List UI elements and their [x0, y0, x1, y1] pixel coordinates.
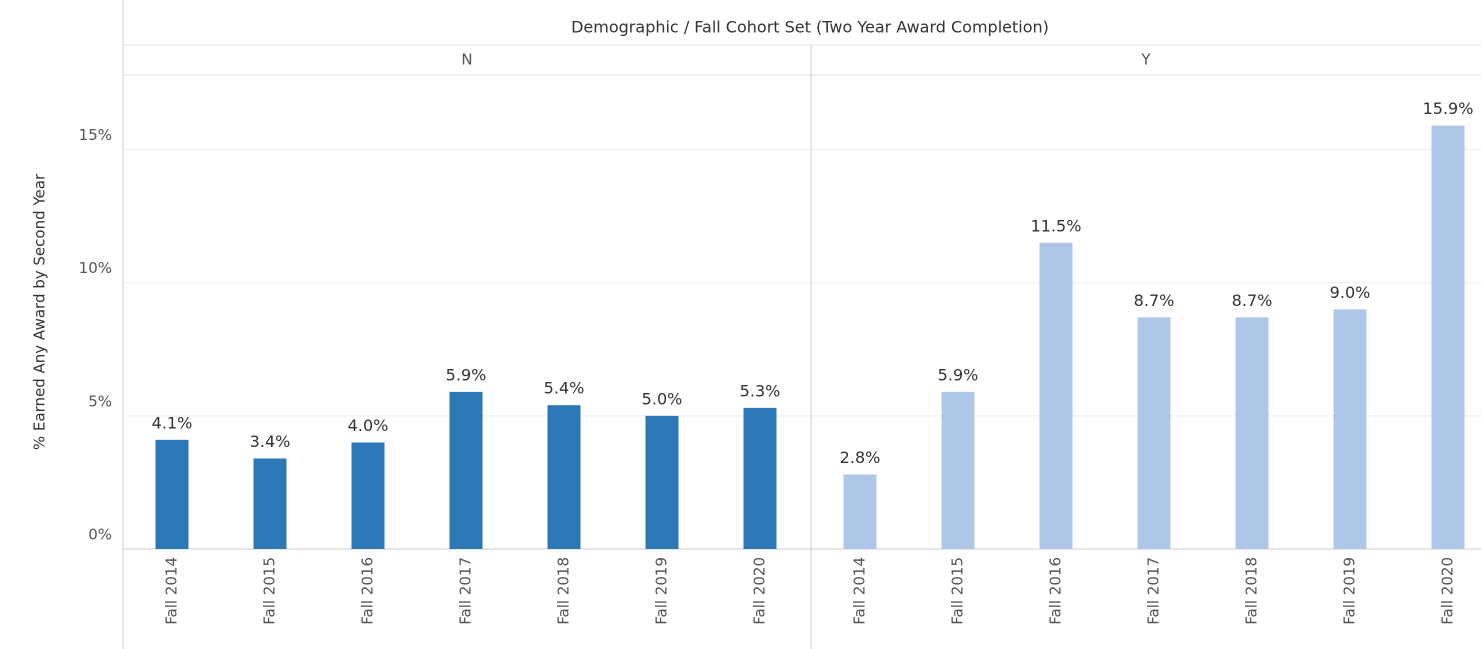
bar	[1137, 317, 1171, 549]
x-tick-label: Fall 2016	[1047, 557, 1065, 625]
value-label: 2.8%	[840, 448, 881, 467]
x-tick-label: Fall 2019	[1341, 557, 1359, 625]
bar	[351, 442, 385, 549]
x-tick-label: Fall 2017	[1145, 557, 1163, 625]
chart-title: Demographic / Fall Cohort Set (Two Year …	[571, 18, 1049, 37]
y-tick-label: 0%	[88, 526, 112, 544]
bar	[743, 407, 777, 549]
value-label: 5.4%	[544, 379, 585, 398]
y-tick-label: 15%	[79, 126, 112, 144]
bar	[155, 439, 189, 549]
bar	[843, 474, 877, 549]
value-label: 9.0%	[1330, 283, 1371, 302]
x-tick-label: Fall 2015	[949, 557, 967, 625]
bar	[449, 391, 483, 549]
x-tick-label: Fall 2018	[1243, 557, 1261, 625]
x-tick-label: Fall 2015	[261, 557, 279, 625]
x-tick-label: Fall 2018	[555, 557, 573, 625]
panel-label: N	[461, 51, 472, 69]
value-label: 11.5%	[1031, 216, 1082, 235]
value-label: 5.9%	[446, 365, 487, 384]
x-tick-label: Fall 2014	[851, 557, 869, 625]
bar	[1333, 309, 1367, 549]
x-tick-label: Fall 2016	[359, 557, 377, 625]
value-label: 5.3%	[740, 381, 781, 400]
y-axis-label: % Earned Any Award by Second Year	[31, 173, 49, 450]
x-tick-label: Fall 2020	[751, 557, 769, 625]
bar	[253, 458, 287, 549]
x-tick-label: Fall 2019	[653, 557, 671, 625]
bar	[1235, 317, 1269, 549]
bar	[1039, 242, 1073, 549]
value-label: 4.1%	[152, 413, 193, 432]
value-label: 8.7%	[1232, 291, 1273, 310]
value-label: 5.0%	[642, 389, 683, 408]
x-tick-label: Fall 2020	[1439, 557, 1457, 625]
panel-label: Y	[1140, 51, 1151, 69]
value-label: 8.7%	[1134, 291, 1175, 310]
x-tick-label: Fall 2014	[163, 557, 181, 625]
value-label: 3.4%	[250, 432, 291, 451]
y-tick-label: 5%	[88, 392, 112, 410]
bar	[941, 391, 975, 549]
value-label: 4.0%	[348, 416, 389, 435]
value-label: 15.9%	[1423, 99, 1474, 118]
bar	[1431, 125, 1465, 549]
value-label: 5.9%	[938, 365, 979, 384]
bar	[645, 415, 679, 549]
bar	[547, 405, 581, 549]
y-tick-label: 10%	[79, 259, 112, 277]
x-tick-label: Fall 2017	[457, 557, 475, 625]
